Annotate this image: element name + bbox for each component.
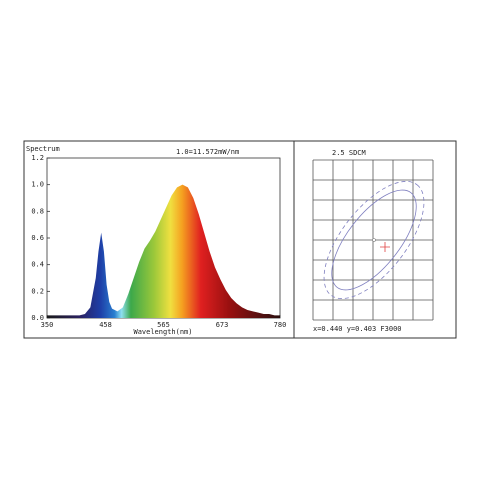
sdcm-readout: x=0.440 y=0.403 F3000	[313, 325, 402, 333]
spectrum-chart: 0.0 0.2 0.4 0.6 0.8 1.0 1.2 350 458 565 673 780	[31, 154, 286, 329]
measured-point	[380, 242, 390, 252]
y-tick-label: 0.2	[31, 287, 44, 295]
chart-title: Spectrum	[26, 145, 60, 153]
spectrum-area	[47, 184, 280, 318]
y-tick-label: 0.0	[31, 314, 44, 322]
center-point	[372, 238, 376, 242]
sdcm-grid	[312, 159, 434, 321]
y-tick-label: 0.8	[31, 207, 44, 215]
y-tick-label: 0.4	[31, 261, 44, 269]
y-tick-label: 0.6	[31, 234, 44, 242]
frame	[23, 140, 457, 339]
y-tick-label: 1.2	[31, 154, 44, 162]
x-axis-label: Wavelength(nm)	[133, 328, 192, 336]
annotation: 1.0=11.572mW/nm	[176, 148, 239, 156]
x-tick-label: 350	[41, 321, 54, 329]
y-tick-label: 1.0	[31, 181, 44, 189]
sdcm-title: 2.5 SDCM	[332, 149, 366, 157]
x-tick-label: 780	[274, 321, 287, 329]
x-tick-label: 458	[99, 321, 112, 329]
x-tick-label: 673	[216, 321, 229, 329]
sdcm-ellipse	[331, 189, 417, 291]
x-tick-label: 565	[157, 321, 170, 329]
sdcm-ellipse-outer	[323, 181, 425, 299]
